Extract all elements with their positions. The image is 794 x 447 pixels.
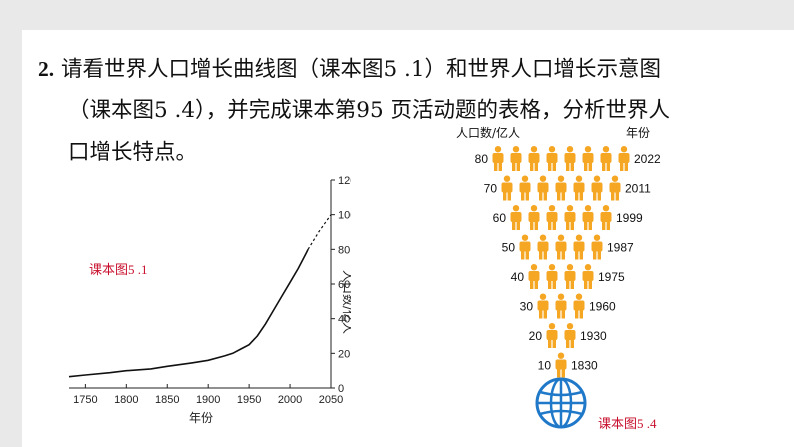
person-icon bbox=[600, 205, 612, 230]
x-tick-label: 1800 bbox=[114, 394, 138, 406]
person-icon bbox=[537, 293, 549, 319]
person-icon bbox=[528, 146, 540, 171]
person-icon bbox=[492, 146, 504, 171]
question-line-1-text: 请看世界人口增长曲线图（课本图5 .1）和世界人口增长示意图 bbox=[60, 57, 661, 82]
x-tick-label: 1750 bbox=[73, 394, 97, 406]
pyramid-row: 80 2022 bbox=[475, 146, 661, 171]
person-icon bbox=[582, 146, 594, 171]
row-year: 1930 bbox=[580, 329, 607, 343]
person-icon bbox=[591, 175, 603, 201]
question-line-1: 2. 请看世界人口增长曲线图（课本图5 .1）和世界人口增长示意图 bbox=[38, 48, 661, 91]
person-icon bbox=[564, 323, 576, 348]
person-icon bbox=[591, 234, 603, 260]
row-population: 20 bbox=[529, 329, 543, 343]
row-year: 1975 bbox=[598, 270, 625, 284]
person-icon bbox=[564, 146, 576, 171]
person-icon bbox=[501, 175, 513, 201]
figure-label: 课本图5 .1 bbox=[89, 262, 148, 277]
person-icon bbox=[618, 146, 630, 171]
row-population: 30 bbox=[520, 300, 534, 314]
question-line-2: （课本图5 .4），并完成课本第95 页活动题的表格，分析世界人 bbox=[68, 98, 670, 123]
x-tick-label: 1950 bbox=[237, 394, 261, 406]
person-icon bbox=[600, 146, 612, 171]
person-icon bbox=[573, 175, 585, 201]
row-population: 50 bbox=[502, 241, 516, 255]
x-axis-title: 年份 bbox=[189, 411, 213, 425]
row-population: 10 bbox=[538, 359, 552, 373]
pyramid-row: 20 1930 bbox=[529, 323, 607, 348]
y-tick-label: 80 bbox=[338, 244, 350, 256]
question-line-3: 口增长特点。 bbox=[68, 140, 198, 165]
person-icon bbox=[546, 205, 558, 230]
person-icon bbox=[519, 175, 531, 201]
pyramid-row: 70 2011 bbox=[484, 175, 651, 201]
row-year: 1999 bbox=[616, 211, 643, 225]
person-icon bbox=[537, 175, 549, 201]
row-year: 1830 bbox=[571, 359, 598, 373]
globe-icon bbox=[535, 377, 587, 429]
y-tick-label: 100 bbox=[338, 210, 351, 222]
person-icon bbox=[609, 175, 621, 201]
person-icon bbox=[519, 234, 531, 260]
person-icon bbox=[573, 234, 585, 260]
top-banner bbox=[0, 0, 794, 30]
question-number: 2. bbox=[38, 57, 55, 81]
row-year: 1987 bbox=[607, 241, 634, 255]
left-banner bbox=[0, 30, 22, 447]
row-population: 60 bbox=[493, 211, 507, 225]
person-icon bbox=[564, 264, 576, 289]
y-axis-title: 人口数/亿人 bbox=[341, 270, 351, 334]
pyramid-row: 50 1987 bbox=[502, 234, 634, 260]
year-header: 年份 bbox=[626, 126, 650, 140]
person-icon bbox=[546, 323, 558, 348]
pyramid-row: 10 1830 bbox=[538, 352, 598, 378]
row-population: 70 bbox=[484, 182, 498, 196]
person-icon bbox=[537, 234, 549, 260]
y-tick-label: 120 bbox=[338, 175, 351, 187]
figure-label: 课本图5 .4 bbox=[598, 416, 657, 431]
person-icon bbox=[510, 205, 522, 230]
x-tick-label: 1850 bbox=[155, 394, 179, 406]
pyramid-row: 60 1999 bbox=[493, 205, 643, 230]
x-tick-label: 2000 bbox=[278, 394, 302, 406]
person-icon bbox=[582, 264, 594, 289]
person-icon bbox=[573, 293, 585, 319]
person-icon bbox=[510, 146, 522, 171]
y-tick-label: 0 bbox=[338, 383, 344, 395]
row-year: 2011 bbox=[625, 182, 651, 196]
y-tick-label: 40 bbox=[338, 314, 350, 326]
person-icon bbox=[528, 205, 540, 230]
row-year: 2022 bbox=[634, 152, 661, 166]
person-icon bbox=[555, 234, 567, 260]
pyramid-row: 40 1975 bbox=[511, 264, 625, 289]
x-tick-label: 2050 bbox=[319, 394, 343, 406]
person-icon bbox=[555, 293, 567, 319]
person-icon bbox=[564, 205, 576, 230]
person-icon bbox=[528, 264, 540, 289]
person-icon bbox=[555, 352, 567, 378]
row-population: 80 bbox=[475, 152, 489, 166]
row-population: 40 bbox=[511, 270, 525, 284]
population-pyramid-figure: 人口数/亿人 年份 80 2022 70 2011 60 1999 50 1987 40 1975 30… bbox=[452, 122, 670, 440]
x-tick-label: 1900 bbox=[196, 394, 220, 406]
row-year: 1960 bbox=[589, 300, 616, 314]
person-icon bbox=[546, 264, 558, 289]
y-tick-label: 20 bbox=[338, 348, 350, 360]
person-icon bbox=[555, 175, 567, 201]
person-icon bbox=[546, 146, 558, 171]
y-tick-label: 60 bbox=[338, 279, 350, 291]
person-icon bbox=[582, 205, 594, 230]
population-header: 人口数/亿人 bbox=[456, 125, 520, 140]
population-line bbox=[68, 248, 309, 378]
pyramid-row: 30 1960 bbox=[520, 293, 616, 319]
projection-line bbox=[307, 214, 332, 250]
population-pyramid-chart: 人口数/亿人 年份 80 2022 70 2011 60 1999 50 1987 40 1975 30… bbox=[456, 125, 661, 431]
